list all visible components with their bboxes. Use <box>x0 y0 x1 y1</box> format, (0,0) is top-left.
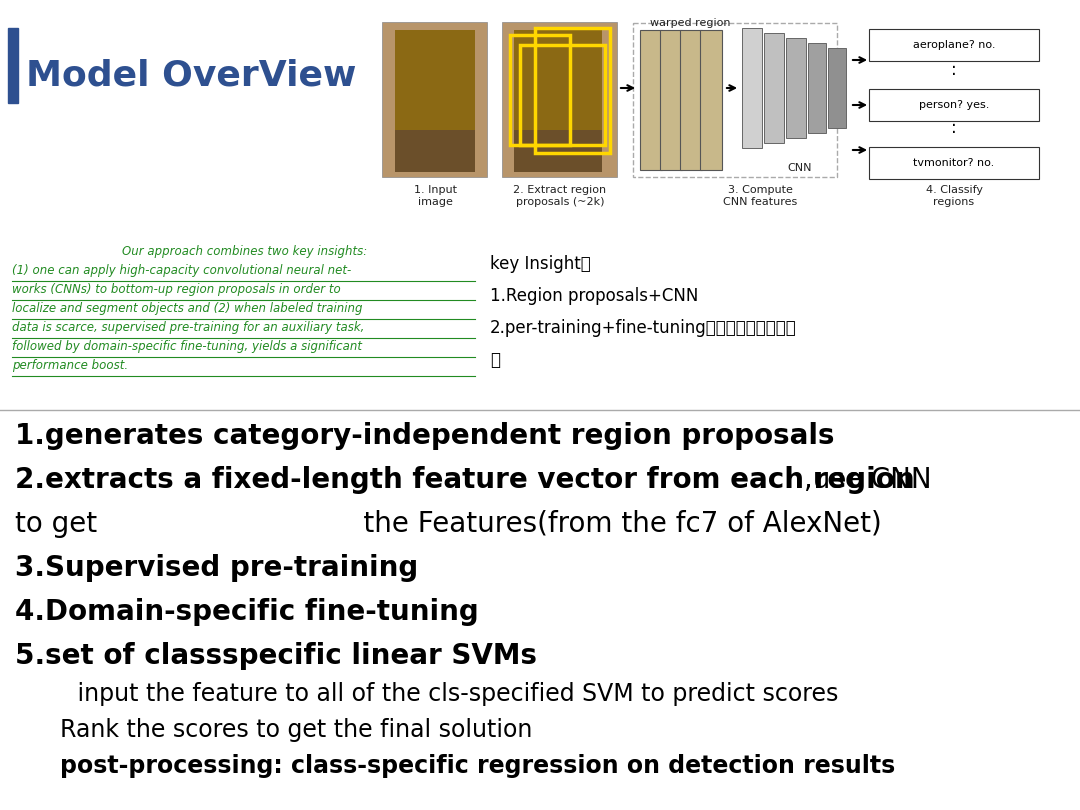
Text: input the feature to all of the cls-specified SVM to predict scores: input the feature to all of the cls-spec… <box>70 682 838 706</box>
Text: 1.Region proposals+CNN: 1.Region proposals+CNN <box>490 287 699 305</box>
FancyBboxPatch shape <box>395 130 475 172</box>
Bar <box>786 38 806 138</box>
Bar <box>828 48 846 128</box>
Text: CNN: CNN <box>787 163 812 173</box>
Text: warped region: warped region <box>650 18 730 28</box>
Bar <box>8 28 18 103</box>
Text: 2.extracts a fixed-length feature vector from each region: 2.extracts a fixed-length feature vector… <box>15 466 915 494</box>
Text: :: : <box>951 119 957 137</box>
Text: 足: 足 <box>490 351 500 369</box>
Text: 1. Input
image: 1. Input image <box>414 185 457 207</box>
Bar <box>660 30 681 170</box>
FancyBboxPatch shape <box>382 22 487 177</box>
Bar <box>700 30 723 170</box>
Text: 2. Extract region
proposals (~2k): 2. Extract region proposals (~2k) <box>513 185 607 207</box>
Text: 1.generates category-independent region proposals: 1.generates category-independent region … <box>15 422 835 450</box>
Text: 2.per-training+fine-tuning弥补了标签数据的不: 2.per-training+fine-tuning弥补了标签数据的不 <box>490 319 797 337</box>
Text: (1) one can apply high-capacity convolutional neural net-: (1) one can apply high-capacity convolut… <box>12 264 351 277</box>
Text: aeroplane? no.: aeroplane? no. <box>913 40 996 50</box>
Bar <box>764 33 784 143</box>
Text: followed by domain-specific fine-tuning, yields a significant: followed by domain-specific fine-tuning,… <box>12 340 362 353</box>
Text: post-processing: class-specific regression on detection results: post-processing: class-specific regressi… <box>60 754 895 778</box>
Bar <box>808 43 826 133</box>
FancyBboxPatch shape <box>395 30 475 130</box>
Bar <box>519 45 605 145</box>
Bar <box>510 35 570 145</box>
Bar <box>535 28 610 153</box>
Text: 3. Compute
CNN features: 3. Compute CNN features <box>723 185 797 207</box>
Text: :: : <box>951 61 957 79</box>
Text: works (CNNs) to bottom-up region proposals in order to: works (CNNs) to bottom-up region proposa… <box>12 283 341 296</box>
Text: key Insight：: key Insight： <box>490 255 591 273</box>
Text: Our approach combines two key insights:: Our approach combines two key insights: <box>122 245 367 258</box>
Text: 4. Classify
regions: 4. Classify regions <box>926 185 983 207</box>
Text: 4.Domain-specific fine-tuning: 4.Domain-specific fine-tuning <box>15 598 478 626</box>
Text: 3.Supervised pre-training: 3.Supervised pre-training <box>15 554 418 582</box>
Text: localize and segment objects and (2) when labeled training: localize and segment objects and (2) whe… <box>12 302 363 315</box>
Text: person? yes.: person? yes. <box>919 100 989 110</box>
Text: performance boost.: performance boost. <box>12 359 129 372</box>
Bar <box>680 30 702 170</box>
Text: data is scarce, supervised pre-training for an auxiliary task,: data is scarce, supervised pre-training … <box>12 321 364 334</box>
Text: tvmonitor? no.: tvmonitor? no. <box>914 158 995 168</box>
Text: ,use CNN: ,use CNN <box>795 466 932 494</box>
Bar <box>742 28 762 148</box>
Bar <box>640 30 662 170</box>
Text: Model OverView: Model OverView <box>26 58 356 92</box>
FancyBboxPatch shape <box>514 30 602 130</box>
Text: to get                              the Features(from the fc7 of AlexNet): to get the Features(from the fc7 of Alex… <box>15 510 881 538</box>
Text: 5.set of classspecific linear SVMs: 5.set of classspecific linear SVMs <box>15 642 537 670</box>
FancyBboxPatch shape <box>502 22 617 177</box>
FancyBboxPatch shape <box>514 130 602 172</box>
Text: Rank the scores to get the final solution: Rank the scores to get the final solutio… <box>60 718 532 742</box>
